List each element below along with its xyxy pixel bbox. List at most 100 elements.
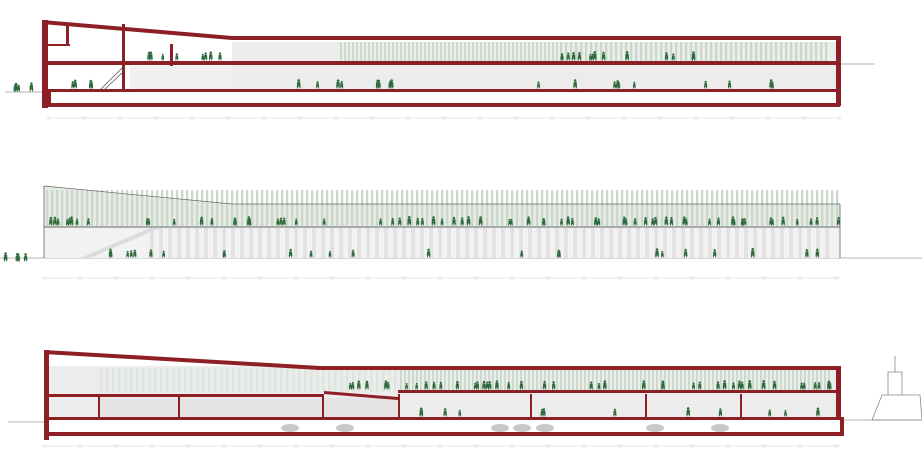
glass-mullion-band xyxy=(772,368,774,392)
glass-mullion-band xyxy=(699,228,704,258)
person-head xyxy=(247,216,251,219)
person-figure xyxy=(482,380,486,390)
glass-mullion-band xyxy=(186,228,191,258)
glass-mullion-band xyxy=(177,228,182,258)
glass-mullion-band xyxy=(444,368,446,392)
glass-mullion-band xyxy=(216,190,219,226)
glass-mullion-band xyxy=(760,368,762,392)
person-head xyxy=(602,51,605,55)
glass-mullion-band xyxy=(716,368,718,392)
glass-mullion-band xyxy=(465,228,470,258)
glass-mullion-band xyxy=(466,190,469,226)
glass-mullion-band xyxy=(412,42,414,62)
person-figure xyxy=(432,381,436,390)
person-figure xyxy=(15,252,19,262)
glass-mullion-band xyxy=(724,368,726,392)
glass-mullion-band xyxy=(748,368,750,392)
person-body xyxy=(172,220,176,226)
glass-mullion-band xyxy=(675,42,678,62)
person-figure xyxy=(248,218,252,226)
person-figure xyxy=(557,250,561,258)
person-head xyxy=(416,217,419,220)
roof-edge xyxy=(43,185,233,205)
person-body xyxy=(65,220,69,226)
person-body xyxy=(632,83,636,89)
person-body xyxy=(147,54,151,61)
glass-mullion-band xyxy=(408,42,410,62)
glass-mullion-band xyxy=(600,42,603,62)
glass-mullion-band xyxy=(780,42,783,62)
person-head xyxy=(527,216,530,219)
glass-mullion-band xyxy=(392,42,394,62)
glass-mullion-band xyxy=(696,190,699,226)
person-figure xyxy=(597,382,601,390)
person-body xyxy=(336,82,340,89)
glass-mullion-band xyxy=(456,190,459,226)
person-head xyxy=(717,217,720,220)
person-head xyxy=(16,252,19,256)
glass-mullion-band xyxy=(468,368,470,392)
ramp-stair xyxy=(99,64,126,91)
glass-mullion-band xyxy=(424,42,426,62)
glass-mullion-band xyxy=(752,368,754,392)
glass-mullion-band xyxy=(765,42,768,62)
person-head xyxy=(716,381,720,384)
person-figure xyxy=(440,218,444,226)
person-figure xyxy=(740,381,744,390)
person-figure xyxy=(520,250,524,258)
person-body xyxy=(795,220,799,226)
glass-mullion-band xyxy=(795,42,798,62)
balcony-slab xyxy=(48,44,70,46)
structural-column xyxy=(645,394,647,418)
person-head xyxy=(642,380,646,383)
glass-mullion-band xyxy=(411,190,414,226)
glass-mullion-band xyxy=(370,368,373,392)
glass-mullion-band xyxy=(301,190,304,226)
person-body xyxy=(288,251,293,258)
glass-mullion-band xyxy=(556,42,558,62)
person-head xyxy=(773,380,776,384)
person-figure xyxy=(356,380,361,390)
person-head xyxy=(672,53,675,56)
person-body xyxy=(815,219,819,226)
glass-mullion-band xyxy=(321,228,326,258)
glass-mullion-band xyxy=(71,190,74,226)
glass-mullion-band xyxy=(267,228,272,258)
person-figure xyxy=(466,216,471,226)
person-body xyxy=(712,251,717,258)
person-head xyxy=(109,248,112,252)
glass-mullion-band xyxy=(630,42,633,62)
glass-mullion-band xyxy=(512,42,514,62)
person-body xyxy=(379,220,383,226)
glass-mullion-band xyxy=(650,42,653,62)
person-figure xyxy=(276,218,280,226)
glass-mullion-band xyxy=(656,190,659,226)
glass-mullion-band xyxy=(680,368,682,392)
glass-mullion-band xyxy=(460,368,462,392)
glass-mullion-band xyxy=(371,190,374,226)
glass-mullion-band xyxy=(816,368,818,392)
glass-mullion-band xyxy=(190,368,193,392)
glass-mullion-band xyxy=(760,42,763,62)
person-figure xyxy=(69,216,74,226)
glass-mullion-band xyxy=(540,368,542,392)
glass-mullion-band xyxy=(785,42,788,62)
person-head xyxy=(329,250,331,253)
person-body xyxy=(653,219,658,226)
person-body xyxy=(692,55,695,61)
person-body xyxy=(495,383,499,390)
person-head xyxy=(365,380,369,384)
structural-column xyxy=(178,394,180,418)
glass-mullion-band xyxy=(298,368,301,392)
glass-mullion-band xyxy=(384,228,389,258)
person-head xyxy=(741,381,744,384)
person-head xyxy=(723,380,726,383)
person-head xyxy=(415,382,418,385)
person-figure xyxy=(351,381,355,390)
glass-mullion-band xyxy=(670,42,673,62)
person-head xyxy=(323,218,326,221)
glass-mullion-band xyxy=(166,368,169,392)
dimension-line xyxy=(47,116,841,120)
person-head xyxy=(57,218,60,221)
person-head xyxy=(800,382,803,385)
